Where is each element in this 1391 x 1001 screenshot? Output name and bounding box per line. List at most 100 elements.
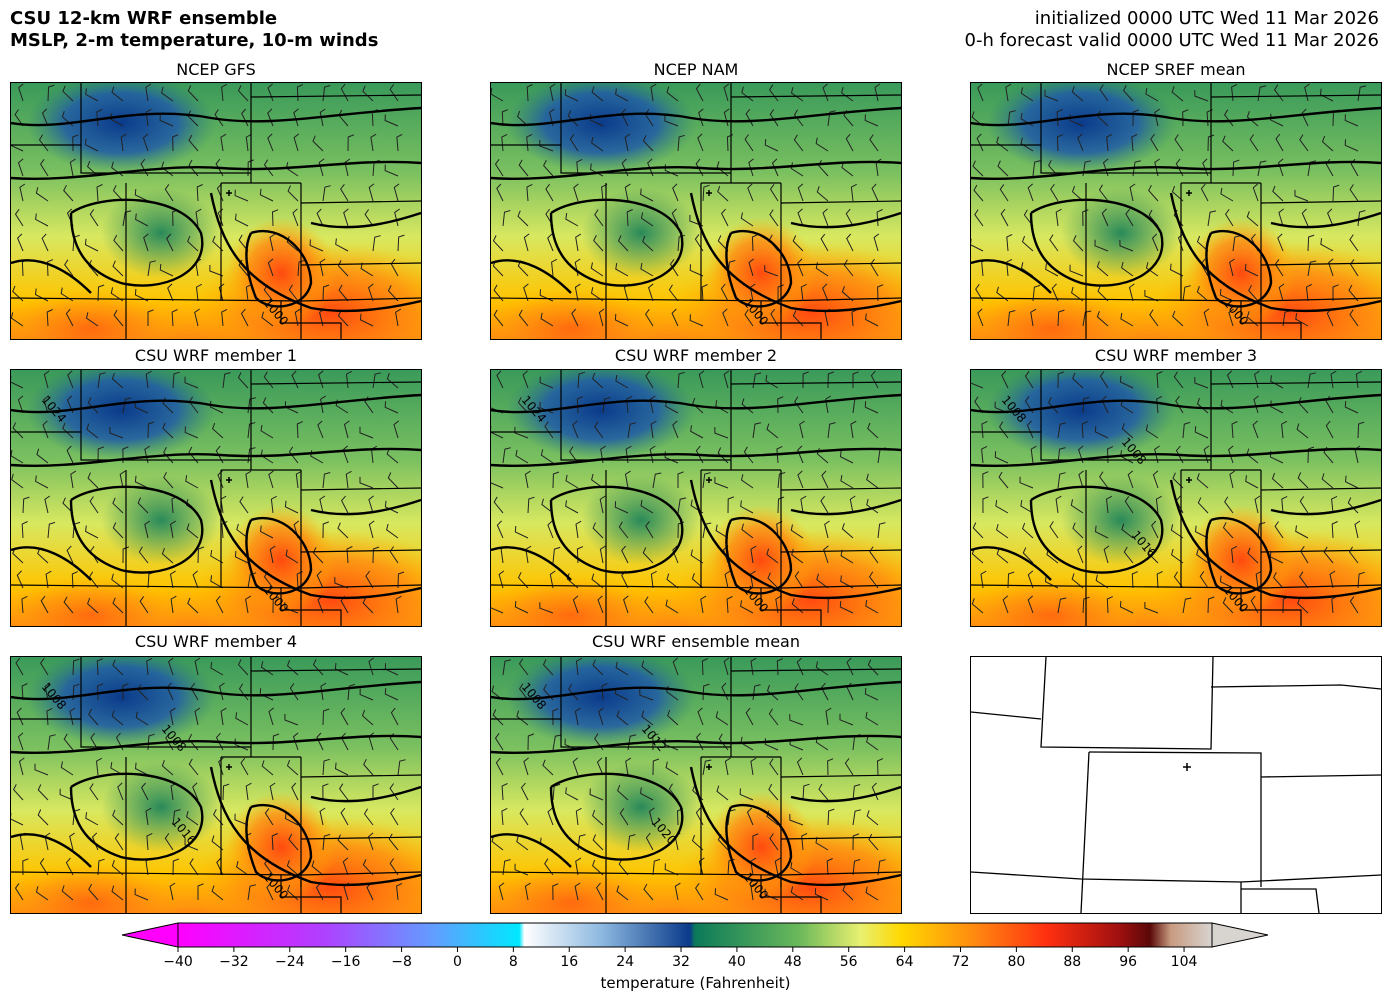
- wind-barb: [1155, 495, 1162, 514]
- wind-barb: [665, 761, 679, 776]
- wind-barb: [209, 265, 224, 277]
- wind-barb: [1253, 395, 1259, 414]
- wind-barb: [194, 657, 201, 676]
- wind-barb: [295, 470, 302, 489]
- forecast-map-panel: 1000: [490, 82, 902, 340]
- wind-barb: [88, 708, 99, 726]
- wind-barb: [1295, 525, 1309, 539]
- wind-barb: [1072, 372, 1084, 389]
- wind-barb: [311, 860, 324, 876]
- wind-barb: [1171, 185, 1184, 202]
- wind-barb: [551, 258, 558, 277]
- wind-barb: [868, 833, 879, 851]
- wind-barb: [1301, 108, 1309, 127]
- wind-barb: [188, 758, 199, 776]
- wind-barb: [1299, 571, 1309, 589]
- wind-barb: [843, 259, 854, 277]
- wind-barb: [677, 471, 684, 488]
- wind-barb: [87, 397, 99, 414]
- wind-barb: [540, 449, 554, 464]
- wind-barb: [877, 284, 884, 302]
- wind-barb: [1350, 158, 1359, 177]
- colorbar-tick-label: 16: [560, 954, 579, 970]
- cold-region: [26, 83, 216, 173]
- wind-barb: [1245, 475, 1259, 489]
- wind-barb: [1224, 209, 1234, 227]
- wind-barb: [1277, 158, 1284, 177]
- wind-barb: [852, 859, 861, 876]
- wind-barb: [22, 858, 29, 876]
- wind-barb: [1247, 547, 1259, 564]
- wind-barb: [88, 883, 99, 901]
- panel-title: NCEP NAM: [653, 60, 739, 79]
- wind-barb: [144, 520, 151, 539]
- wind-barb: [192, 570, 199, 589]
- isobar: [11, 393, 421, 414]
- isobar: [1029, 198, 1164, 287]
- wind-barb: [122, 683, 129, 701]
- wind-barb: [1132, 160, 1141, 177]
- wind-barb: [1152, 470, 1159, 489]
- wind-barb: [1203, 445, 1210, 464]
- wind-barb: [1175, 445, 1184, 464]
- wind-barb: [12, 784, 24, 801]
- wind-barb: [589, 788, 604, 801]
- wind-barb: [172, 809, 181, 826]
- wind-barb: [389, 783, 399, 801]
- wind-barb: [1257, 522, 1266, 539]
- wind-barb: [362, 597, 374, 614]
- wind-barb: [594, 209, 604, 227]
- wind-barb: [397, 759, 406, 776]
- wind-barb: [841, 286, 854, 302]
- wind-barb: [189, 858, 199, 876]
- wind-barb: [322, 758, 330, 776]
- wind-barb: [1121, 423, 1134, 439]
- wind-barb: [359, 688, 374, 701]
- wind-barb: [652, 733, 659, 751]
- wind-barb: [1169, 263, 1184, 277]
- wind-barb: [1329, 570, 1336, 589]
- wind-barb: [359, 426, 374, 439]
- state-border: [971, 871, 1381, 883]
- wind-barb: [11, 375, 24, 389]
- wind-barb: [1045, 263, 1059, 277]
- wind-barb: [971, 238, 984, 252]
- wind-barb: [797, 208, 804, 227]
- wind-barb: [18, 757, 25, 776]
- wind-barb: [827, 422, 836, 439]
- wind-barb: [552, 883, 559, 901]
- wind-barb: [362, 85, 374, 102]
- wind-barb: [777, 396, 784, 414]
- wind-barb: [47, 521, 56, 539]
- wind-barb: [591, 573, 604, 589]
- state-border: [491, 297, 901, 302]
- wind-barb: [769, 758, 779, 776]
- wind-barb: [66, 445, 74, 464]
- wind-barb: [1357, 421, 1365, 439]
- wind-barb: [1321, 135, 1334, 152]
- wind-barb: [60, 761, 74, 776]
- wind-barb: [245, 782, 252, 801]
- wind-barb: [864, 401, 879, 414]
- cold-region: [506, 83, 696, 173]
- wind-barb: [62, 497, 74, 514]
- state-border: [250, 94, 421, 98]
- wind-barb: [793, 109, 804, 127]
- wind-barb: [542, 759, 554, 776]
- wind-barb: [1049, 521, 1059, 539]
- wind-barb: [625, 445, 632, 464]
- state-border: [1210, 684, 1381, 690]
- wind-barb: [1023, 209, 1034, 227]
- wind-barb: [1119, 375, 1134, 389]
- wind-barb: [14, 209, 24, 227]
- wind-barb: [502, 659, 511, 676]
- wind-barb: [572, 757, 579, 776]
- wind-barb: [315, 882, 324, 901]
- wind-barb: [1194, 376, 1209, 389]
- state-border: [491, 871, 901, 876]
- wind-barb: [187, 110, 199, 127]
- wind-barb: [617, 784, 629, 801]
- colorbar-tick-label: 72: [951, 954, 970, 970]
- wind-barb: [288, 833, 299, 851]
